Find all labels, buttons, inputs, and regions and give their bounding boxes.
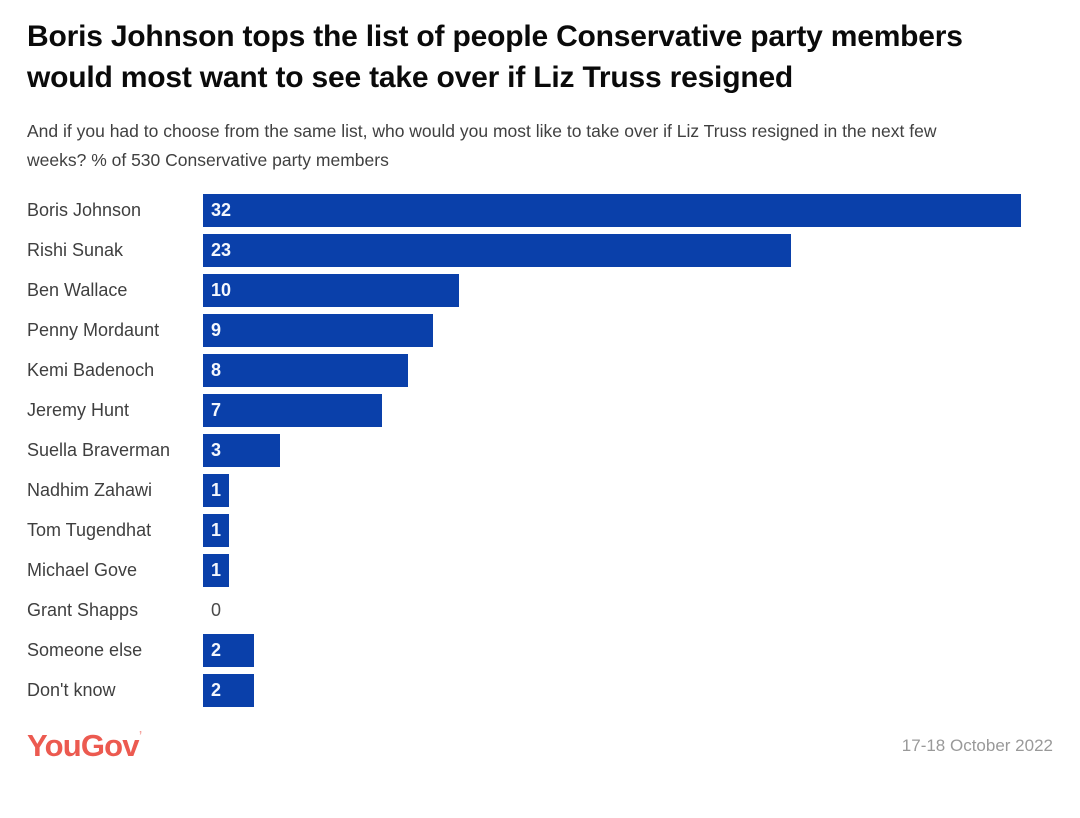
category-label: Kemi Badenoch: [27, 359, 155, 380]
bar-value-label: 23: [211, 240, 232, 261]
bar: 10: [203, 273, 459, 307]
bar: 3: [203, 433, 280, 467]
bar-track: 1: [203, 513, 1021, 547]
bar: 7: [203, 393, 382, 427]
bar-track: 1: [203, 473, 1021, 507]
logo-trademark-tick: ’: [138, 729, 143, 747]
bar: 2: [203, 633, 255, 667]
bar: 1: [203, 513, 229, 547]
bar: 2: [203, 673, 255, 707]
bar-track: 2: [203, 673, 1021, 707]
bar-track: 23: [203, 233, 1021, 267]
chart-row: Michael Gove 1: [27, 550, 1053, 590]
category-label: Suella Braverman: [27, 439, 171, 460]
bar: 23: [203, 233, 791, 267]
chart-row: Rishi Sunak 23: [27, 230, 1053, 270]
chart-row: Someone else 2: [27, 630, 1053, 670]
bar-track: 10: [203, 273, 1021, 307]
zero-value-label: 0: [211, 599, 222, 620]
bar-value-label: 32: [211, 200, 232, 221]
category-label: Ben Wallace: [27, 279, 128, 300]
bar-value-label: 2: [211, 640, 222, 661]
bar: 9: [203, 313, 434, 347]
category-label: Someone else: [27, 639, 143, 660]
bar-value-label: 9: [211, 320, 222, 341]
bar-value-label: 1: [211, 560, 222, 581]
category-label: Jeremy Hunt: [27, 399, 130, 420]
bar-track: 32: [203, 193, 1021, 227]
bar: 8: [203, 353, 408, 387]
chart-row: Don't know 2: [27, 670, 1053, 710]
category-label: Tom Tugendhat: [27, 519, 152, 540]
yougov-logo-text: YouGov: [27, 728, 140, 764]
bar: 1: [203, 553, 229, 587]
chart-subtitle: And if you had to choose from the same l…: [27, 121, 937, 171]
bar-track: 9: [203, 313, 1021, 347]
category-label: Penny Mordaunt: [27, 319, 160, 340]
bar-value-label: 1: [211, 520, 222, 541]
bar-value-label: 10: [211, 280, 232, 301]
category-label: Grant Shapps: [27, 599, 139, 620]
bar-track: 1: [203, 553, 1021, 587]
category-label: Nadhim Zahawi: [27, 479, 153, 500]
chart-row: Tom Tugendhat 1: [27, 510, 1053, 550]
bar-chart: Boris Johnson 32 Rishi Sunak 23 Ben Wallace 1…: [27, 190, 1053, 710]
bar-track: 3: [203, 433, 1021, 467]
yougov-logo: YouGov’: [27, 728, 143, 764]
chart-row: Boris Johnson 32: [27, 190, 1053, 230]
chart-row: Grant Shapps 0: [27, 590, 1053, 630]
bar-value-label: 8: [211, 360, 222, 381]
chart-row: Suella Braverman 3: [27, 430, 1053, 470]
category-label: Boris Johnson: [27, 199, 142, 220]
bar-track: 0: [203, 594, 1021, 627]
bar-track: 2: [203, 633, 1021, 667]
category-label: Rishi Sunak: [27, 239, 124, 260]
bar-track: 7: [203, 393, 1021, 427]
fieldwork-date-label: 17-18 October 2022: [901, 736, 1053, 756]
bar-value-label: 1: [211, 480, 222, 501]
bar: 1: [203, 473, 229, 507]
category-label: Michael Gove: [27, 559, 138, 580]
bar-value-label: 7: [211, 400, 222, 421]
chart-row: Kemi Badenoch 8: [27, 350, 1053, 390]
chart-title: Boris Johnson tops the list of people Co…: [27, 20, 963, 95]
chart-footer: YouGov’ 17-18 October 2022: [27, 728, 1053, 764]
chart-row: Ben Wallace 10: [27, 270, 1053, 310]
chart-row: Jeremy Hunt 7: [27, 390, 1053, 430]
bar: 32: [203, 193, 1021, 227]
bar-value-label: 3: [211, 440, 222, 461]
chart-row: Nadhim Zahawi 1: [27, 470, 1053, 510]
chart-row: Penny Mordaunt 9: [27, 310, 1053, 350]
category-label: Don't know: [27, 679, 116, 700]
bar-value-label: 2: [211, 680, 222, 701]
bar-track: 8: [203, 353, 1021, 387]
